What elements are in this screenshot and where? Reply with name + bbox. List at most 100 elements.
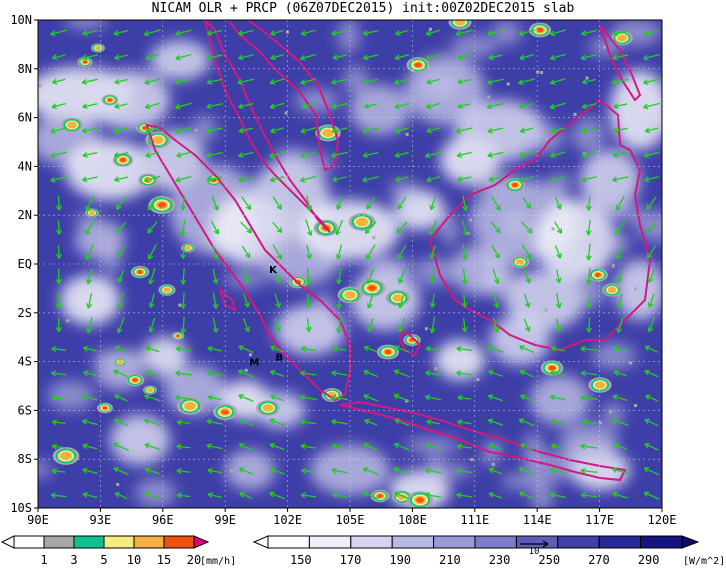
precip-bar-right-triangle <box>193 535 210 549</box>
cloud-wisp <box>132 153 192 192</box>
precip-cell <box>113 357 127 367</box>
wind-arrow <box>487 78 504 85</box>
wind-arrow <box>331 467 348 474</box>
wind-arrow <box>336 317 342 334</box>
wind-arrow <box>519 345 535 354</box>
wind-arrow <box>330 394 349 401</box>
wind-arrow <box>456 151 472 158</box>
wind-arrow <box>114 103 128 109</box>
wind-arrow <box>643 78 660 85</box>
wind-arrow <box>488 467 503 475</box>
precip-speckle <box>491 463 495 467</box>
wind-arrow <box>206 151 223 158</box>
cloud-wisp <box>450 34 497 58</box>
wind-arrow <box>363 345 378 353</box>
wind-arrow <box>299 175 317 183</box>
wind-arrow <box>487 394 503 402</box>
wind-arrow <box>612 29 628 36</box>
precip-cell <box>370 489 390 503</box>
cloud-blob <box>110 415 170 465</box>
wind-arrow <box>82 492 98 499</box>
wind-arrow <box>82 345 97 352</box>
cloud-wisp <box>486 271 533 299</box>
wind-arrow <box>51 468 66 475</box>
wind-arrow <box>362 151 379 158</box>
wind-arrow <box>612 54 629 61</box>
wind-arrow <box>461 268 468 285</box>
wind-arrow <box>176 443 191 450</box>
olr-bar-segment <box>598 535 642 549</box>
station-label-k: K <box>269 265 278 276</box>
precip-speckle <box>551 227 555 231</box>
lat-tick-label: 6S <box>18 403 32 417</box>
lon-tick-label: 108E <box>398 513 427 527</box>
wind-arrow <box>488 54 503 61</box>
wind-arrow <box>206 29 223 36</box>
wind-arrow <box>113 418 129 427</box>
wind-arrow <box>643 491 660 500</box>
precip-speckle <box>578 405 582 409</box>
wind-arrow <box>175 346 192 352</box>
cloud-wisp <box>600 205 648 223</box>
wind-arrow <box>394 54 410 61</box>
cloud-wisp <box>426 452 444 488</box>
wind-arrow <box>644 127 659 134</box>
wind-arrow <box>55 318 62 333</box>
wind-arrow <box>461 318 468 333</box>
wind-arrow <box>301 102 316 109</box>
wind-arrow <box>306 267 312 285</box>
wind-arrow <box>300 127 317 134</box>
wind-arrow <box>398 293 405 309</box>
cloud-wisp <box>504 145 522 163</box>
precip-speckle <box>38 84 42 88</box>
wind-arrow <box>50 127 68 134</box>
olr-bar-label: 270 <box>588 553 610 567</box>
wind-arrow <box>144 78 161 85</box>
wind-arrow <box>85 220 95 235</box>
cloud-blob <box>90 70 170 130</box>
precip-cell <box>611 30 633 46</box>
wind-arrow <box>330 151 348 159</box>
cloud-wisp <box>388 180 420 202</box>
wind-arrow <box>86 292 93 309</box>
wind-arrow <box>425 370 441 377</box>
wind-arrow <box>238 29 254 36</box>
wind-arrow <box>269 491 285 500</box>
wind-arrow <box>398 317 406 333</box>
wind-arrow <box>176 468 191 474</box>
wind-arrow <box>643 467 660 476</box>
wind-arrow <box>580 54 598 61</box>
wind-arrow <box>114 54 128 61</box>
precip-speckle <box>178 303 182 307</box>
wind-arrow <box>488 443 503 450</box>
wind-arrow <box>55 292 62 309</box>
precip-speckle <box>116 482 120 486</box>
wind-arrow <box>457 54 472 61</box>
wind-arrow <box>550 175 566 183</box>
wind-vectors <box>50 29 660 500</box>
olr-bar-label: 250 <box>538 553 560 567</box>
precip-cell <box>256 400 280 416</box>
wind-arrow <box>362 491 379 500</box>
wind-arrow <box>487 151 504 158</box>
lon-tick-label: 120E <box>648 513 677 527</box>
wind-arrow <box>555 318 562 333</box>
wind-arrow <box>394 78 410 85</box>
wind-arrow <box>586 317 593 333</box>
wind-arrow <box>365 244 376 260</box>
cloud-blob <box>350 85 410 135</box>
wind-arrow <box>492 268 500 285</box>
wind-arrow <box>363 103 378 109</box>
wind-arrow <box>114 492 128 500</box>
wind-arrow <box>397 244 407 259</box>
wind-arrow <box>425 29 441 36</box>
wind-arrow <box>305 219 313 236</box>
wind-arrow <box>241 245 251 259</box>
lon-tick-label: 114E <box>523 513 552 527</box>
wind-arrow <box>238 151 254 158</box>
cloud-wisp <box>78 67 98 78</box>
wind-arrow <box>332 346 347 352</box>
wind-arrow <box>616 244 625 260</box>
wind-arrow <box>82 176 98 183</box>
wind-arrow <box>395 29 409 36</box>
